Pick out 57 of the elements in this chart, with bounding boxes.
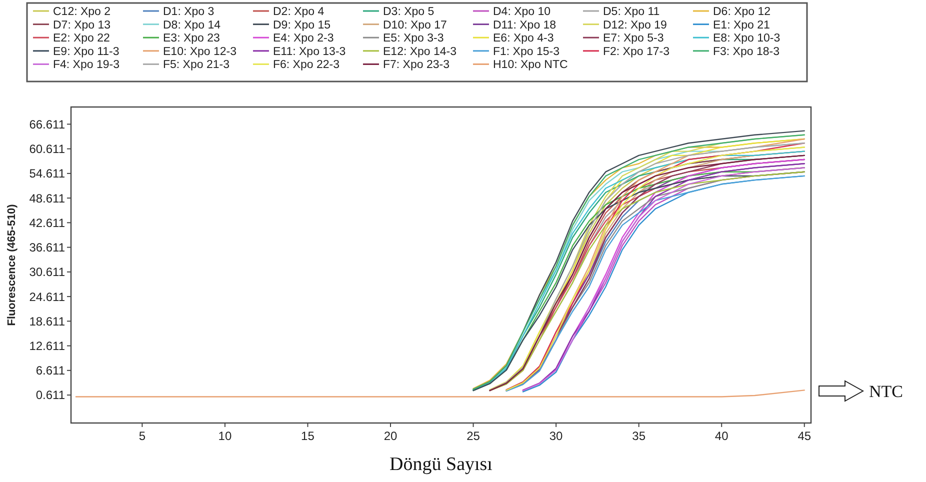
y-tick-label: 12.611 [29,339,66,353]
legend-label: E3: Xpo 23 [163,32,220,45]
legend-label: E4: Xpo 2-3 [273,32,334,45]
legend-label: D8: Xpo 14 [163,19,222,32]
legend-label: F1: Xpo 15-3 [493,46,560,58]
legend-label: E8: Xpo 10-3 [713,32,780,45]
x-tick-label: 40 [714,429,729,443]
x-tick-label: 20 [384,429,398,443]
x-tick-label: 25 [466,429,480,443]
x-tick-label: 30 [549,429,564,443]
x-tick-label: 10 [218,429,232,443]
text: NTC [869,382,903,401]
x-tick-label: 5 [138,429,146,443]
legend-label: D12: Xpo 19 [603,19,667,32]
legend-label: D1: Xpo 3 [163,6,214,18]
y-tick-label: 36.611 [29,240,66,255]
x-tick-label: 35 [632,429,646,443]
y-tick-label: 18.611 [29,314,66,328]
y-tick-label: 24.611 [29,290,66,304]
legend-label: E5: Xpo 3-3 [383,32,444,45]
legend-label: F2: Xpo 17-3 [603,46,670,58]
y-tick-label: 66.611 [29,117,66,132]
legend-label: E6: Xpo 4-3 [493,32,554,45]
y-tick-label: 54.611 [29,166,66,181]
y-tick-label: 0.611 [36,388,66,402]
legend-label: D4: Xpo 10 [493,6,551,18]
legend-label: E2: Xpo 22 [53,32,110,45]
legend-label: E9: Xpo 11-3 [53,46,120,58]
legend-label: E7: Xpo 5-3 [603,32,664,45]
legend-label: D10: Xpo 17 [383,19,447,32]
x-axis-title: Döngü Sayısı [390,454,492,475]
legend-label: D9: Xpo 15 [273,19,331,32]
y-tick-label: 6.611 [36,364,66,378]
legend-label: H10: Xpo NTC [493,59,568,72]
y-tick-label: 30.611 [29,265,66,280]
legend-label: D11: Xpo 18 [493,19,556,32]
legend-label: E12: Xpo 14-3 [383,46,457,58]
legend-label: F4: Xpo 19-3 [53,59,120,72]
y-tick-label: 42.611 [29,216,66,230]
legend-label: D7: Xpo 13 [53,19,111,32]
legend-label: F6: Xpo 22-3 [273,59,340,72]
legend-label: F7: Xpo 23-3 [383,59,450,72]
legend-label: D3: Xpo 5 [383,6,434,18]
y-axis-title: Fluorescence (465-510) [6,204,18,326]
y-tick-label: 48.611 [29,191,66,206]
legend-label: E10: Xpo 12-3 [163,46,237,58]
legend-label: F5: Xpo 21-3 [163,59,230,72]
legend-label: D2: Xpo 4 [273,6,325,18]
legend-label: E1: Xpo 21 [713,19,770,32]
legend-label: F3: Xpo 18-3 [713,46,780,58]
legend-label: D6: Xpo 12 [713,6,771,18]
legend-label: D5: Xpo 11 [603,6,660,18]
y-tick-label: 60.611 [29,142,66,156]
legend-label: E11: Xpo 13-3 [273,46,346,58]
x-tick-label: 15 [301,429,315,443]
legend-label: C12: Xpo 2 [53,6,111,18]
x-tick-label: 45 [798,429,812,443]
